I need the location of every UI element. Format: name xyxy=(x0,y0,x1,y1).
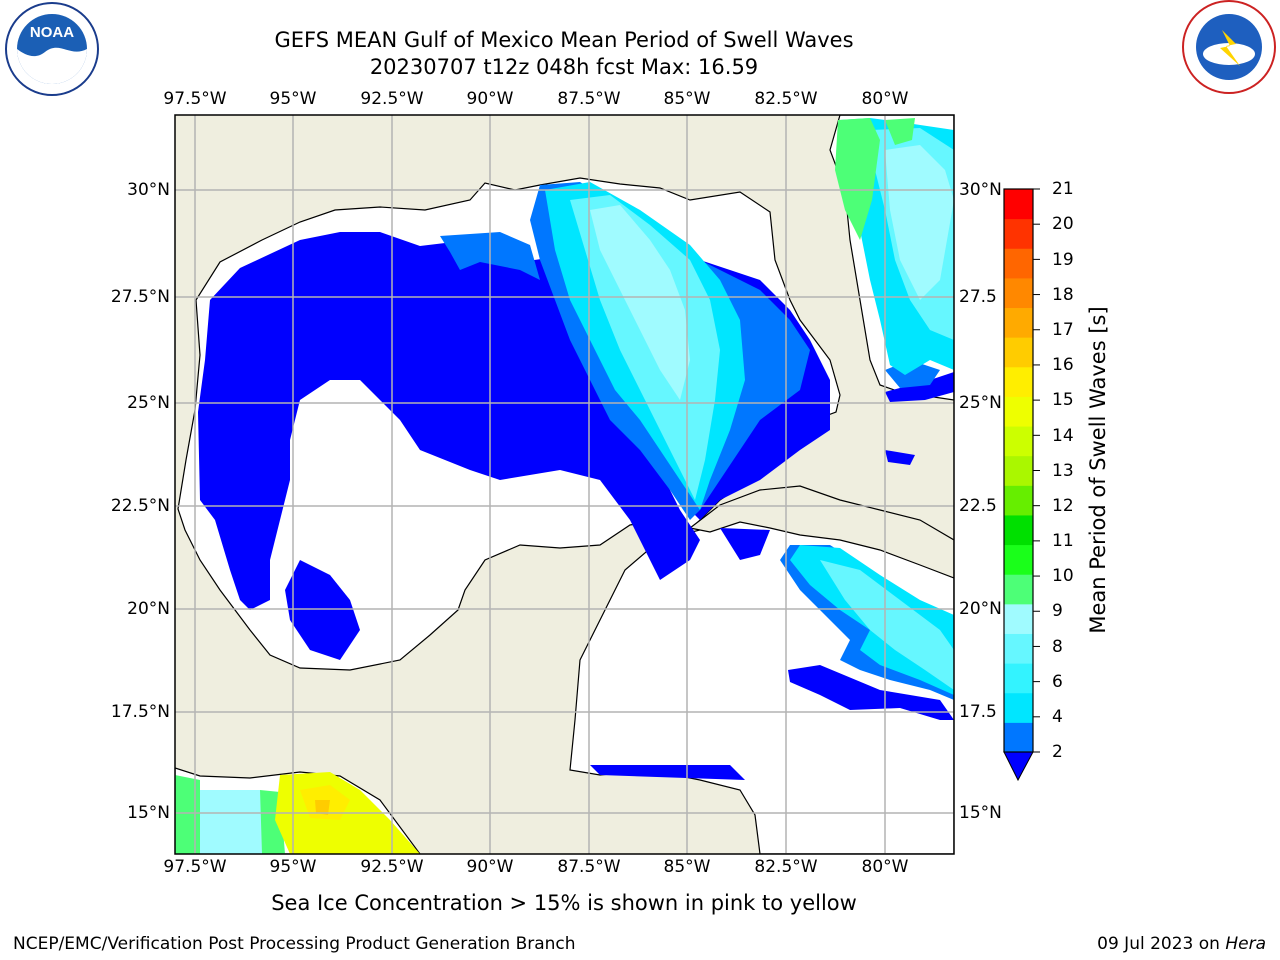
colorbar-swatch xyxy=(1004,663,1033,694)
colorbar-tick-label: 19 xyxy=(1052,250,1074,270)
colorbar-tick-label: 4 xyxy=(1052,707,1063,727)
swell-green-area xyxy=(175,118,915,854)
footer-date: 09 Jul 2023 on Hera xyxy=(1097,934,1266,954)
lon-label-top: 90°W xyxy=(466,89,514,109)
lon-label-bottom: 97.5°W xyxy=(163,857,227,877)
colorbar xyxy=(1003,188,1040,782)
colorbar-swatch xyxy=(1004,218,1033,249)
colorbar-swatch xyxy=(1004,692,1033,723)
lon-label-top: 92.5°W xyxy=(360,89,424,109)
colorbar-label: Mean Period of Swell Waves [s] xyxy=(1086,306,1110,634)
sea-ice-caption: Sea Ice Concentration > 15% is shown in … xyxy=(271,891,857,915)
lat-label-right: 15°N xyxy=(959,803,1002,823)
colorbar-swatch xyxy=(1004,485,1033,516)
colorbar-tick-label: 11 xyxy=(1052,531,1074,551)
footer-date-text: 09 Jul 2023 on xyxy=(1097,934,1226,954)
lat-label-right: 17.5 xyxy=(959,702,997,722)
colorbar-tick-label: 6 xyxy=(1052,672,1063,692)
map-gridlines xyxy=(175,115,954,854)
noaa-logo: NOAA xyxy=(5,2,99,96)
colorbar-swatch xyxy=(1004,189,1033,220)
colorbar-tick-label: 2 xyxy=(1052,742,1063,762)
lon-label-top: 87.5°W xyxy=(557,89,621,109)
lat-label-right: 22.5 xyxy=(959,496,997,516)
lon-label-bottom: 85°W xyxy=(663,857,711,877)
colorbar-tick-label: 12 xyxy=(1052,496,1074,516)
lat-label-left: 17.5°N xyxy=(110,702,170,722)
lon-label-top: 82.5°W xyxy=(754,89,818,109)
lon-label-top: 80°W xyxy=(861,89,909,109)
colorbar-swatch xyxy=(1004,248,1033,279)
forecast-subtitle: 20230707 t12z 048h fcst Max: 16.59 xyxy=(369,55,759,79)
colorbar-swatch xyxy=(1004,426,1033,457)
colorbar-tick-label: 20 xyxy=(1052,214,1074,234)
lat-label-left: 22.5°N xyxy=(110,496,170,516)
lat-label-left: 15°N xyxy=(127,803,170,823)
colorbar-swatch xyxy=(1004,366,1033,397)
colorbar-swatch xyxy=(1004,722,1033,753)
colorbar-tick-label: 8 xyxy=(1052,637,1063,657)
map-frame xyxy=(174,114,955,855)
lon-label-bottom: 80°W xyxy=(861,857,909,877)
colorbar-tick-label: 21 xyxy=(1052,179,1074,199)
colorbar-tick-label: 16 xyxy=(1052,355,1074,375)
lat-label-right: 25°N xyxy=(959,393,1002,413)
map-title: GEFS MEAN Gulf of Mexico Mean Period of … xyxy=(274,28,854,52)
lat-label-left: 27.5°N xyxy=(110,287,170,307)
colorbar-swatch xyxy=(1004,603,1033,634)
lon-label-top: 85°W xyxy=(663,89,711,109)
lon-label-bottom: 82.5°W xyxy=(754,857,818,877)
colorbar-tick-label: 13 xyxy=(1052,461,1074,481)
lat-label-right: 27.5 xyxy=(959,287,997,307)
lon-label-bottom: 92.5°W xyxy=(360,857,424,877)
colorbar-swatch xyxy=(1004,277,1033,309)
footer-credit: NCEP/EMC/Verification Post Processing Pr… xyxy=(13,934,576,954)
colorbar-tick-label: 10 xyxy=(1052,566,1074,586)
noaa-logo-text: NOAA xyxy=(30,24,74,41)
colorbar-swatch xyxy=(1004,574,1033,605)
lon-label-bottom: 90°W xyxy=(466,857,514,877)
colorbar-swatch xyxy=(1004,544,1033,575)
colorbar-tick-label: 17 xyxy=(1052,320,1074,340)
colorbar-under-arrow xyxy=(1003,751,1034,782)
colorbar-swatch xyxy=(1004,514,1033,546)
colorbar-tick-label: 15 xyxy=(1052,390,1074,410)
colorbar-tick-label: 18 xyxy=(1052,285,1074,305)
swell-gold-area xyxy=(300,785,350,820)
lat-label-right: 20°N xyxy=(959,599,1002,619)
lat-label-left: 25°N xyxy=(127,393,170,413)
footer-host: Hera xyxy=(1225,934,1266,954)
colorbar-swatch xyxy=(1004,455,1033,486)
map-panel xyxy=(174,114,955,855)
colorbar-tick-label: 14 xyxy=(1052,426,1074,446)
lon-label-bottom: 95°W xyxy=(269,857,317,877)
lat-label-right: 30°N xyxy=(959,180,1002,200)
colorbar-swatch xyxy=(1004,396,1033,427)
colorbar-swatch xyxy=(1004,633,1033,664)
lon-label-top: 95°W xyxy=(269,89,317,109)
lon-label-bottom: 87.5°W xyxy=(557,857,621,877)
lat-label-left: 30°N xyxy=(127,180,170,200)
lat-label-left: 20°N xyxy=(127,599,170,619)
colorbar-swatch xyxy=(1004,337,1033,368)
colorbar-swatch xyxy=(1004,307,1033,338)
lon-label-top: 97.5°W xyxy=(163,89,227,109)
nws-logo xyxy=(1182,0,1276,94)
colorbar-tick-label: 9 xyxy=(1052,601,1063,621)
